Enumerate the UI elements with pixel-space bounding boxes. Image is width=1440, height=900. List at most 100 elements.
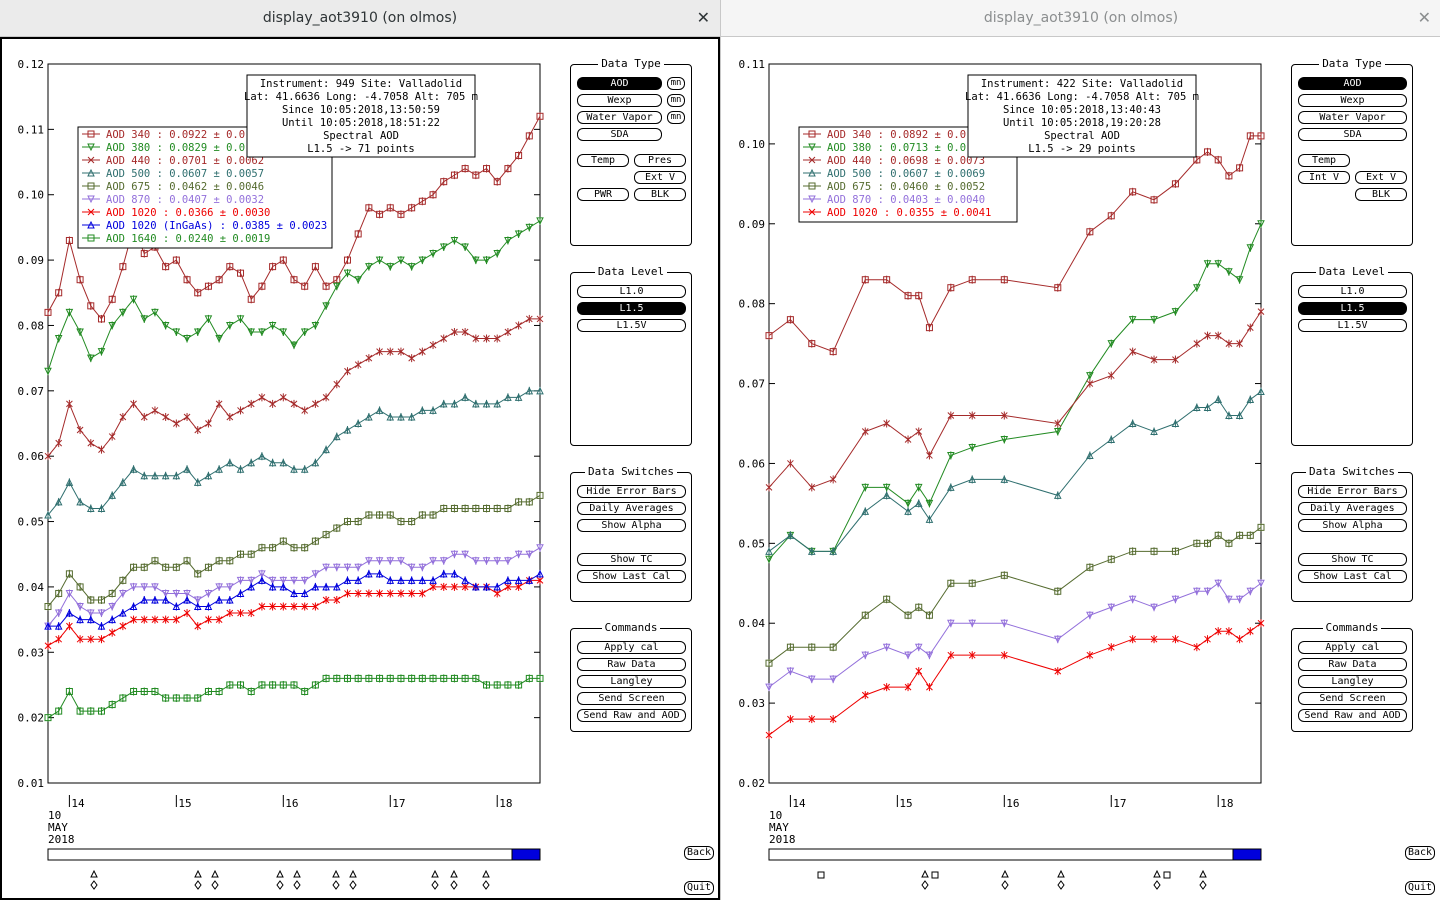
data-point <box>161 321 170 330</box>
legend-entry: AOD 440 : 0.0698 ± 0.0073 <box>827 155 985 167</box>
data-point <box>525 223 534 232</box>
right-langley-button[interactable]: Langley <box>1298 675 1407 688</box>
data-point <box>515 583 522 591</box>
data-point <box>947 451 955 460</box>
right-temp-button[interactable]: Temp <box>1298 154 1350 167</box>
data-point <box>44 622 52 630</box>
right-raw-data-button[interactable]: Raw Data <box>1298 658 1407 671</box>
left-l15v-button[interactable]: L1.5V <box>577 319 686 332</box>
right-show-tc-button[interactable]: Show TC <box>1298 553 1407 566</box>
data-point <box>472 582 480 591</box>
right-show-alpha-button[interactable]: Show Alpha <box>1298 519 1407 532</box>
data-point <box>1086 563 1094 571</box>
date-label: MAY <box>48 821 68 834</box>
left-sda-button[interactable]: SDA <box>577 128 662 141</box>
data-point <box>76 497 84 506</box>
y-tick-label: 0.09 <box>739 218 766 231</box>
left-temp-button[interactable]: Temp <box>577 154 629 167</box>
left-show-last-cal-button[interactable]: Show Last Cal <box>577 570 686 583</box>
left-send-raw-aod-button[interactable]: Send Raw and AOD <box>577 709 686 722</box>
left-pres-button[interactable]: Pres <box>634 154 686 167</box>
left-show-alpha-button[interactable]: Show Alpha <box>577 519 686 532</box>
data-point <box>483 504 491 512</box>
left-l15-button[interactable]: L1.5 <box>577 302 686 315</box>
right-back-button[interactable]: Back <box>1405 846 1436 860</box>
data-point <box>418 256 427 265</box>
right-wexp-button[interactable]: Wexp <box>1298 94 1407 107</box>
y-tick-label: 0.03 <box>739 697 766 710</box>
right-blk-button[interactable]: BLK <box>1355 188 1407 201</box>
right-send-screen-button[interactable]: Send Screen <box>1298 692 1407 705</box>
right-l15-button[interactable]: L1.5 <box>1298 302 1407 315</box>
data-point <box>808 715 816 723</box>
right-l15v-button[interactable]: L1.5V <box>1298 319 1407 332</box>
data-point <box>493 399 502 408</box>
data-point <box>86 354 95 363</box>
left-aod-mn-button[interactable]: mn <box>667 77 685 90</box>
left-ext-v-button[interactable]: Ext V <box>634 171 686 184</box>
left-quit-button[interactable]: Quit <box>684 881 715 895</box>
data-point <box>354 590 362 597</box>
left-back-button[interactable]: Back <box>684 846 715 860</box>
left-pwr-button[interactable]: PWR <box>577 188 629 201</box>
right-ext-v-button[interactable]: Ext V <box>1355 171 1407 184</box>
data-point <box>290 681 298 689</box>
left-send-screen-button[interactable]: Send Screen <box>577 692 686 705</box>
data-point <box>119 308 127 317</box>
data-point <box>354 230 362 238</box>
right-l10-button[interactable]: L1.0 <box>1298 285 1407 298</box>
data-point <box>386 263 395 271</box>
data-point <box>98 446 105 453</box>
left-langley-button[interactable]: Langley <box>577 675 686 688</box>
left-hide-error-bars-button[interactable]: Hide Error Bars <box>577 485 686 498</box>
left-title-bar[interactable]: display_aot3910 (on olmos) ✕ <box>0 0 720 37</box>
data-point <box>883 595 891 603</box>
right-int-v-button[interactable]: Int V <box>1298 171 1350 184</box>
right-water-vapor-button[interactable]: Water Vapor <box>1298 111 1407 124</box>
left-raw-data-button[interactable]: Raw Data <box>577 658 686 671</box>
y-tick-label: 0.05 <box>18 516 45 529</box>
left-close-icon[interactable]: ✕ <box>696 8 710 27</box>
data-point <box>1107 603 1116 612</box>
left-aod-button[interactable]: AOD <box>577 77 662 90</box>
data-point <box>65 608 74 617</box>
right-aod-button[interactable]: AOD <box>1298 77 1407 90</box>
right-title-bar[interactable]: display_aot3910 (on olmos) ✕ <box>721 0 1440 37</box>
left-show-tc-button[interactable]: Show TC <box>577 553 686 566</box>
data-point <box>322 445 330 454</box>
left-daily-averages-button[interactable]: Daily Averages <box>577 502 686 515</box>
data-point <box>914 499 923 507</box>
data-point <box>301 544 309 552</box>
data-point <box>162 263 170 271</box>
data-point <box>1204 539 1212 547</box>
legend-entry: AOD 1020 : 0.0366 ± 0.0030 <box>106 207 270 219</box>
right-daily-averages-button[interactable]: Daily Averages <box>1298 502 1407 515</box>
left-wexp-button[interactable]: Wexp <box>577 94 662 107</box>
data-point <box>439 243 448 252</box>
right-sda-button[interactable]: SDA <box>1298 128 1407 141</box>
data-point <box>194 570 202 578</box>
left-blk-button[interactable]: BLK <box>634 188 686 201</box>
right-close-icon[interactable]: ✕ <box>1417 8 1431 27</box>
data-point <box>226 609 234 617</box>
data-point <box>1150 635 1158 643</box>
right-quit-button[interactable]: Quit <box>1405 881 1436 895</box>
data-point <box>515 322 522 329</box>
left-wexp-mn-button[interactable]: mn <box>667 94 685 107</box>
left-l10-button[interactable]: L1.0 <box>577 285 686 298</box>
right-apply-cal-button[interactable]: Apply cal <box>1298 641 1407 654</box>
left-water-vapor-button[interactable]: Water Vapor <box>577 111 662 124</box>
right-send-raw-aod-button[interactable]: Send Raw and AOD <box>1298 709 1407 722</box>
data-point <box>1214 395 1223 404</box>
data-point <box>258 681 266 689</box>
data-point <box>397 210 405 218</box>
event-marker <box>431 869 439 878</box>
legend-entry: AOD 1640 : 0.0240 ± 0.0019 <box>106 233 270 245</box>
left-apply-cal-button[interactable]: Apply cal <box>577 641 686 654</box>
data-point <box>290 589 298 597</box>
right-hide-error-bars-button[interactable]: Hide Error Bars <box>1298 485 1407 498</box>
data-point <box>322 282 330 290</box>
left-water-vapor-mn-button[interactable]: mn <box>667 111 685 124</box>
right-show-last-cal-button[interactable]: Show Last Cal <box>1298 570 1407 583</box>
